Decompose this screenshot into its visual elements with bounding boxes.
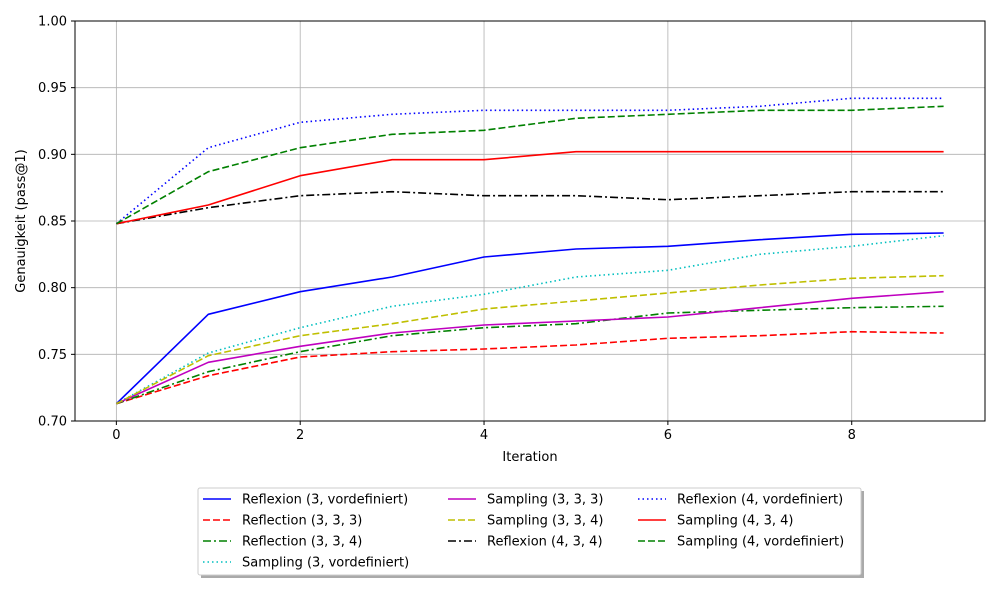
x-tick-label: 4 (480, 428, 488, 443)
y-tick-label: 0.95 (38, 81, 67, 96)
series-line-1 (116, 330, 944, 405)
legend-label: Reflection (3, 3, 4) (242, 535, 362, 550)
axis-ticks: 0 2 4 6 8 0.70 0.75 0.80 0.85 0.90 0.95 1.00 (38, 15, 856, 444)
legend-label: Sampling (4, vordefiniert) (677, 535, 844, 550)
legend-label: Reflection (3, 3, 3) (242, 514, 362, 529)
legend-label: Reflexion (4, vordefiniert) (677, 493, 843, 508)
series-line-8 (116, 150, 944, 225)
series-line-0 (115, 232, 944, 405)
series-line-7 (115, 97, 944, 225)
series-line-3 (116, 234, 944, 405)
series-line-4 (116, 290, 944, 405)
y-tick-label: 0.80 (38, 281, 67, 296)
x-tick-label: 2 (296, 428, 304, 443)
x-axis-label: Iteration (502, 450, 557, 465)
series-line-2 (116, 305, 944, 405)
legend: Reflexion (3, vordefiniert) Reflection (3… (197, 487, 864, 578)
y-tick-label: 0.70 (38, 415, 67, 430)
series-line-9 (116, 105, 944, 225)
series-lines (115, 97, 944, 405)
x-tick-label: 6 (664, 428, 672, 443)
legend-label: Sampling (3, 3, 4) (487, 514, 603, 529)
x-tick-label: 8 (848, 428, 856, 443)
legend-label: Reflexion (3, vordefiniert) (242, 493, 408, 508)
y-tick-label: 0.75 (38, 348, 67, 363)
y-tick-label: 0.90 (38, 148, 67, 163)
series-line-5 (116, 274, 944, 405)
legend-label: Sampling (3, 3, 3) (487, 493, 603, 508)
y-tick-label: 1.00 (38, 15, 67, 30)
legend-label: Sampling (4, 3, 4) (677, 514, 793, 529)
legend-label: Sampling (3, vordefiniert) (242, 556, 409, 571)
legend-label: Reflexion (4, 3, 4) (487, 535, 603, 550)
legend-box (197, 487, 862, 576)
series-line-6 (116, 190, 944, 225)
legend-items: Reflexion (3, vordefiniert) Reflection (3… (203, 493, 844, 571)
y-tick-label: 0.85 (38, 215, 67, 230)
y-axis-label: Genauigkeit (pass@1) (14, 149, 29, 292)
x-tick-label: 0 (112, 428, 120, 443)
